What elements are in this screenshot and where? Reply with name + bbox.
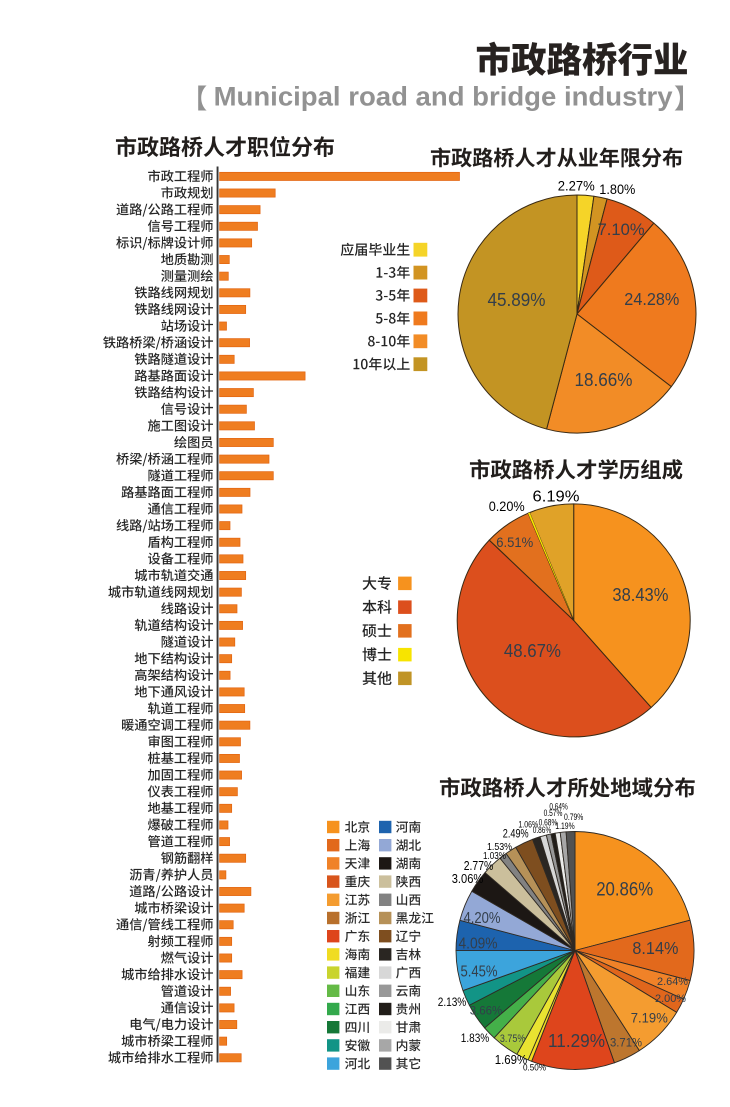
svg-text:18.66%: 18.66% — [575, 370, 633, 390]
svg-text:Municipal road and bridge indu: Municipal road and bridge industry — [214, 81, 673, 111]
svg-text:2.13%: 2.13% — [438, 995, 467, 1009]
svg-text:4.20%: 4.20% — [464, 910, 501, 927]
svg-text:11.29%: 11.29% — [548, 1031, 605, 1051]
svg-text:24.28%: 24.28% — [624, 289, 679, 309]
svg-text:0.20%: 0.20% — [489, 499, 525, 514]
svg-text:2.27%: 2.27% — [558, 178, 595, 194]
svg-text:0.64%: 0.64% — [549, 801, 568, 811]
svg-text:20.86%: 20.86% — [596, 880, 653, 901]
svg-text:1.19%: 1.19% — [555, 821, 574, 831]
svg-text:7.10%: 7.10% — [598, 220, 645, 239]
svg-text:6.51%: 6.51% — [496, 535, 533, 550]
svg-text:3.06%: 3.06% — [452, 872, 484, 886]
svg-text:0.86%: 0.86% — [533, 825, 552, 835]
svg-text:1.69%: 1.69% — [495, 1053, 528, 1067]
svg-text:0.79%: 0.79% — [564, 812, 583, 822]
svg-text:1.53%: 1.53% — [487, 841, 512, 853]
svg-text:7.19%: 7.19% — [631, 1010, 668, 1026]
svg-text:38.43%: 38.43% — [612, 585, 668, 605]
svg-text:1.80%: 1.80% — [599, 181, 635, 197]
svg-text:2.00%: 2.00% — [655, 993, 686, 1005]
svg-text:1.83%: 1.83% — [461, 1031, 490, 1045]
svg-text:4.09%: 4.09% — [459, 936, 498, 953]
svg-text:3.66%: 3.66% — [470, 1004, 503, 1018]
svg-text:45.89%: 45.89% — [488, 290, 546, 310]
svg-text:3.71%: 3.71% — [610, 1038, 642, 1050]
svg-text:0.57%: 0.57% — [544, 808, 563, 818]
svg-text:2.64%: 2.64% — [657, 976, 688, 988]
svg-text:1.06%: 1.06% — [518, 820, 538, 830]
svg-text:0.68%: 0.68% — [539, 817, 558, 827]
svg-text:2.77%: 2.77% — [464, 859, 494, 873]
svg-text:3.75%: 3.75% — [500, 1033, 526, 1045]
svg-text:1.03%: 1.03% — [483, 850, 506, 862]
svg-text:6.19%: 6.19% — [533, 489, 580, 506]
svg-text:48.67%: 48.67% — [504, 641, 561, 661]
svg-text:8.14%: 8.14% — [632, 938, 678, 958]
svg-text:2.49%: 2.49% — [503, 828, 529, 840]
svg-text:0.50%: 0.50% — [523, 1063, 546, 1073]
svg-text:5.45%: 5.45% — [461, 964, 498, 981]
